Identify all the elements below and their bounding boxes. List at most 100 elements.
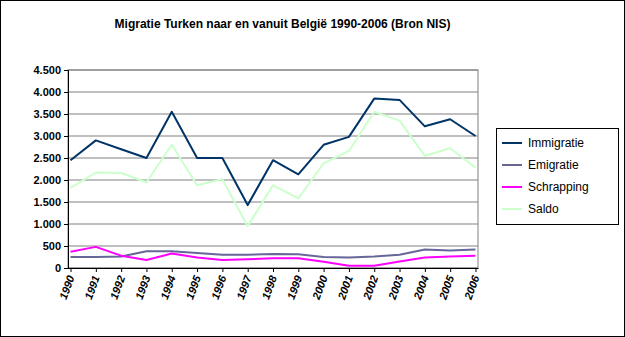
x-tick-mark	[450, 268, 451, 272]
x-tick: 2002	[360, 268, 380, 302]
x-tick-label: 1995	[183, 273, 203, 301]
grid-line	[68, 224, 478, 225]
plot-area	[68, 70, 478, 268]
x-tick-mark	[475, 268, 476, 272]
y-tick-mark	[64, 70, 68, 71]
y-tick-label: 3.500	[33, 108, 61, 120]
y-tick-mark	[64, 202, 68, 203]
x-tick-mark	[172, 268, 173, 272]
x-tick-mark	[71, 268, 72, 272]
grid	[68, 70, 478, 268]
x-tick: 1999	[285, 268, 305, 301]
x-tick: 1992	[107, 268, 127, 301]
grid-line	[68, 136, 478, 137]
y-tick-label: 4.500	[33, 64, 61, 76]
x-tick: 1991	[82, 268, 102, 301]
x-tick-label: 2005	[436, 273, 456, 302]
x-tick: 1998	[259, 268, 279, 301]
x-tick-label: 2003	[386, 274, 406, 302]
x-tick-mark	[197, 268, 198, 272]
y-tick-label: 2.500	[33, 152, 61, 164]
plot: 0 500 1.000 1.500 2.000 2.500 3.000 3.500 4.000 4…	[33, 64, 481, 302]
y-tick-mark	[64, 114, 68, 115]
grid-line	[68, 180, 478, 181]
legend: ImmigratieEmigratieSchrappingSaldo	[497, 129, 619, 225]
x-tick-label: 1997	[234, 273, 254, 301]
y-tick-label: 2.000	[33, 174, 61, 186]
legend-swatch	[502, 186, 522, 188]
x-tick-label: 1990	[57, 273, 77, 301]
series-line	[71, 250, 476, 258]
y-tick: 500	[43, 240, 68, 252]
legend-swatch	[502, 208, 522, 210]
grid-line	[68, 114, 478, 115]
series-line	[71, 112, 476, 226]
grid-line	[68, 202, 478, 203]
chart: Migratie Turken naar en vanuit België 19…	[0, 0, 625, 337]
y-tick: 1.000	[33, 218, 68, 230]
x-tick-mark	[222, 268, 223, 272]
legend-label: Emigratie	[528, 158, 579, 172]
y-tick-mark	[64, 224, 68, 225]
y-tick-label: 3.000	[33, 130, 61, 142]
x-tick: 1990	[57, 268, 77, 301]
x-tick: 2004	[411, 268, 431, 302]
y-tick: 2.500	[33, 152, 68, 164]
legend-label: Schrapping	[528, 180, 589, 194]
x-tick-mark	[324, 268, 325, 272]
y-tick: 4.500	[33, 64, 68, 76]
grid-line	[68, 92, 478, 93]
x-tick-label: 1996	[209, 273, 229, 301]
x-tick-label: 1992	[107, 274, 127, 301]
series-line	[71, 247, 476, 266]
x-tick-label: 1999	[285, 273, 305, 301]
y-axis: 0 500 1.000 1.500 2.000 2.500 3.000 3.500 4.000 4…	[33, 64, 68, 274]
y-tick-label: 1.000	[33, 218, 61, 230]
x-tick-mark	[121, 268, 122, 272]
y-tick-mark	[64, 268, 68, 269]
x-tick: 2003	[386, 268, 406, 302]
x-tick-label: 1991	[82, 274, 102, 301]
x-tick-mark	[146, 268, 147, 272]
x-tick-label: 2002	[360, 274, 380, 302]
y-tick: 3.000	[33, 130, 68, 142]
x-tick-mark	[374, 268, 375, 272]
x-tick-mark	[273, 268, 274, 272]
legend-swatch	[502, 164, 522, 166]
title: Migratie Turken naar en vanuit België 19…	[115, 17, 451, 31]
y-tick-mark	[64, 158, 68, 159]
x-axis: 1990199119921993199419951996199719981999…	[57, 268, 482, 302]
legend-frame	[497, 129, 619, 225]
y-tick-label: 0	[55, 262, 61, 274]
chart-frame	[1, 1, 625, 337]
x-tick-mark	[96, 268, 97, 272]
y-tick-label: 1.500	[33, 196, 61, 208]
x-tick-label: 1998	[259, 273, 279, 301]
x-tick: 1995	[183, 268, 203, 301]
legend-label: Saldo	[528, 202, 559, 216]
y-tick: 0	[55, 262, 68, 274]
x-tick-mark	[400, 268, 401, 272]
y-tick-mark	[64, 246, 68, 247]
y-tick: 4.000	[33, 86, 68, 98]
y-tick: 1.500	[33, 196, 68, 208]
x-tick: 1994	[158, 268, 178, 301]
y-tick: 2.000	[33, 174, 68, 186]
y-tick-mark	[64, 136, 68, 137]
x-tick-mark	[248, 268, 249, 272]
y-tick-mark	[64, 92, 68, 93]
y-axis-line	[64, 71, 69, 269]
x-tick: 1996	[209, 268, 229, 301]
series-group	[71, 99, 476, 266]
grid-line	[68, 158, 478, 159]
y-tick: 3.500	[33, 108, 68, 120]
x-tick-label: 2006	[461, 273, 481, 302]
x-tick: 1997	[234, 268, 254, 301]
x-tick: 2006	[461, 268, 481, 302]
x-tick-label: 2000	[310, 273, 330, 302]
x-tick: 2005	[436, 268, 456, 302]
y-tick-label: 4.000	[33, 86, 61, 98]
x-tick-label: 2001	[335, 274, 355, 302]
x-tick-mark	[298, 268, 299, 272]
x-tick-label: 2004	[411, 274, 431, 302]
